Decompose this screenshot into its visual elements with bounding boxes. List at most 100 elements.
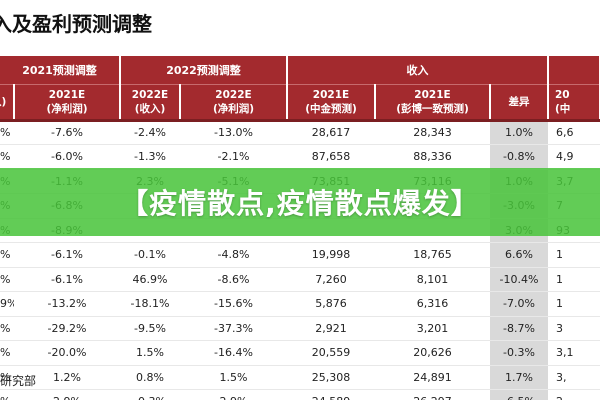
table-cell: 20,626 — [375, 340, 490, 366]
table-cell: -0.8% — [490, 144, 548, 170]
source-text: 研究部 — [0, 374, 37, 388]
table-row: % -6.1% 46.9% -8.6% 7,260 8,101 -10.4% 1 — [0, 267, 600, 292]
table-cell: 8,101 — [375, 267, 490, 292]
table-cell: 1.5% — [120, 340, 180, 366]
table-cell: -20.0% — [14, 340, 120, 366]
table-cell: 1.5% — [180, 365, 287, 390]
table-cell: 6,6 — [548, 120, 600, 145]
table-cell: 0.8% — [120, 365, 180, 390]
table-row: %2.9%-0.3%2.9%24,58926,297-6.5%2, — [0, 389, 600, 400]
table-cell: -6.1% — [14, 242, 120, 268]
table-cell: 1 — [548, 291, 600, 317]
table-cell: -18.1% — [120, 291, 180, 317]
table-cell: 24,891 — [375, 365, 490, 390]
overlay-banner: 【疫情散点,疫情散点爆发】 — [0, 168, 600, 236]
table-cell: 24,589 — [287, 389, 375, 400]
table-group-header-row: 2021预测调整 2022预测调整 收入 — [0, 56, 600, 85]
table-row: % -7.6% -2.4% -13.0% 28,617 28,343 1.0% 6,6 — [0, 120, 600, 145]
table-cell: 1 — [548, 242, 600, 268]
sub-header-3: 2022E (净利润) — [180, 84, 288, 122]
table-cell: -4.8% — [180, 242, 287, 268]
table-cell: % — [0, 389, 14, 400]
table-cell: -0.1% — [120, 242, 180, 268]
table-cell: -0.3% — [120, 389, 180, 400]
sub-header-6: 差异 — [490, 84, 549, 122]
group-header-cut — [548, 56, 600, 85]
table-cell: % — [0, 144, 14, 170]
table-cell: 2.9% — [180, 389, 287, 400]
table-cell: % — [0, 316, 14, 341]
table-cell: -9.5% — [120, 316, 180, 341]
table-cell: % — [0, 267, 14, 292]
table-cell: % — [0, 242, 14, 268]
table-cell: 26,297 — [375, 389, 490, 400]
table-cell: 1 — [548, 267, 600, 292]
table-row: % -6.1% -0.1% -4.8% 19,998 18,765 6.6% 1 — [0, 242, 600, 268]
sub-header-5: 2021E (彭博一致预测) — [375, 84, 491, 122]
table-cell: -8.7% — [490, 316, 548, 341]
table-cell: -13.2% — [14, 291, 120, 317]
table-cell: -7.6% — [14, 120, 120, 145]
table-cell: 19,998 — [287, 242, 375, 268]
table-cell: -10.4% — [490, 267, 548, 292]
table-cell: 3 — [548, 316, 600, 341]
table-body: % -7.6% -2.4% -13.0% 28,617 28,343 1.0% 6,6% -6.… — [0, 120, 600, 400]
table-cell: 4,9 — [548, 144, 600, 170]
table-cell: -2.4% — [120, 120, 180, 145]
sub-header-0: 入) — [0, 84, 15, 122]
table-cell: 3,1 — [548, 340, 600, 366]
table-cell: 25,308 — [287, 365, 375, 390]
table-cell: % — [0, 340, 14, 366]
table-cell: 1.0% — [490, 120, 548, 145]
table-cell: 28,617 — [287, 120, 375, 145]
table-cell: 7,260 — [287, 267, 375, 292]
table-cell: 88,336 — [375, 144, 490, 170]
table-cell: % — [0, 120, 14, 145]
table-cell: 28,343 — [375, 120, 490, 145]
source-note: 研究部 — [0, 372, 36, 389]
table-cell: -2.1% — [180, 144, 287, 170]
table-cell: 18,765 — [375, 242, 490, 268]
table-cell: -7.0% — [490, 291, 548, 317]
table-cell: 6,316 — [375, 291, 490, 317]
table-cell: 1.7% — [490, 365, 548, 390]
table-cell: 9% — [0, 291, 14, 317]
table-cell: 6.6% — [490, 242, 548, 268]
table-cell: 3,201 — [375, 316, 490, 341]
banner-text: 【疫情散点,疫情散点爆发】 — [120, 187, 480, 220]
table-cell: -29.2% — [14, 316, 120, 341]
table-cell: 2, — [548, 389, 600, 400]
table-cell: 20,559 — [287, 340, 375, 366]
sub-header-4: 2021E (中金预测) — [287, 84, 376, 122]
table-row: % -6.0% -1.3% -2.1% 87,658 88,336 -0.8% 4,9 — [0, 144, 600, 170]
page-title: 入及盈利预测调整 — [0, 4, 152, 44]
page-title-text: 入及盈利预测调整 — [0, 12, 152, 36]
table-cell: -37.3% — [180, 316, 287, 341]
group-header-2021: 2021预测调整 — [0, 56, 121, 85]
table-cell: -15.6% — [180, 291, 287, 317]
table-cell: -6.1% — [14, 267, 120, 292]
table-sub-header-row: 入) 2021E(净利润) 2022E(收入) 2022E(净利润) 2021E… — [0, 84, 600, 122]
sub-header-7: 20 (中 — [548, 84, 600, 122]
table-cell: -8.6% — [180, 267, 287, 292]
table-cell: 2,921 — [287, 316, 375, 341]
table-cell: -13.0% — [180, 120, 287, 145]
table-row: % 1.2% 0.8% 1.5% 25,308 24,891 1.7% 3, — [0, 365, 600, 390]
table-cell: % — [0, 365, 14, 390]
table-cell: 2.9% — [14, 389, 120, 400]
table-cell: 3, — [548, 365, 600, 390]
table-cell: -1.3% — [120, 144, 180, 170]
table-cell: 46.9% — [120, 267, 180, 292]
group-header-2022: 2022预测调整 — [120, 56, 288, 85]
table-cell: -0.3% — [490, 340, 548, 366]
sub-header-2: 2022E (收入) — [120, 84, 181, 122]
table-cell: -6.5% — [490, 389, 548, 400]
table-cell: -6.0% — [14, 144, 120, 170]
table-cell: 1.2% — [14, 365, 120, 390]
table-row: % -20.0% 1.5% -16.4% 20,559 20,626 -0.3% 3,1 — [0, 340, 600, 366]
table-cell: 87,658 — [287, 144, 375, 170]
sub-header-1: 2021E (净利润) — [14, 84, 121, 122]
table-cell: -16.4% — [180, 340, 287, 366]
group-header-revenue: 收入 — [287, 56, 549, 85]
